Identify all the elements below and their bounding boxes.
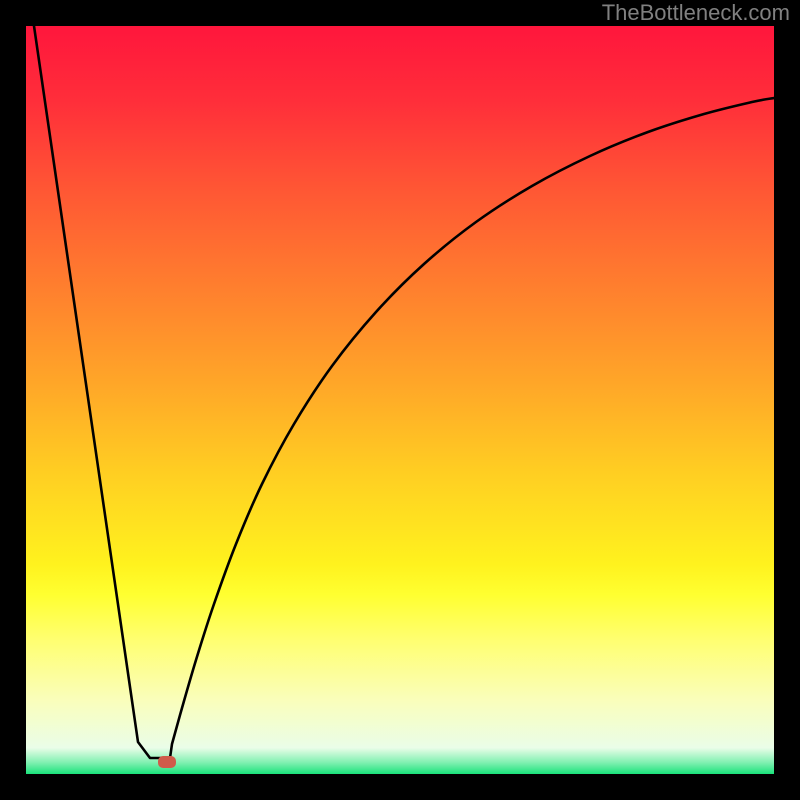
bottleneck-marker	[158, 756, 176, 768]
bottleneck-chart	[0, 0, 800, 800]
watermark-label: TheBottleneck.com	[602, 0, 790, 26]
chart-gradient-background	[26, 26, 774, 774]
chart-stage: TheBottleneck.com	[0, 0, 800, 800]
